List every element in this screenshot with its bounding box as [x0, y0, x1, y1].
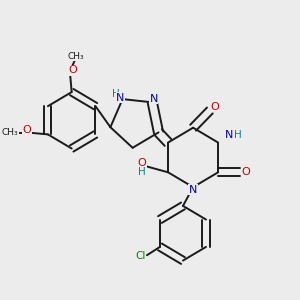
Text: O: O: [137, 158, 146, 168]
Text: H: H: [234, 130, 242, 140]
Text: N: N: [116, 93, 124, 103]
Text: H: H: [138, 167, 146, 177]
Text: Cl: Cl: [135, 251, 146, 261]
Text: H: H: [112, 89, 120, 99]
Text: CH₃: CH₃: [68, 52, 84, 61]
Text: O: O: [22, 125, 31, 135]
Text: N: N: [150, 94, 158, 104]
Text: O: O: [242, 167, 250, 177]
Text: CH₃: CH₃: [2, 128, 18, 137]
Text: N: N: [189, 184, 197, 194]
Text: O: O: [211, 102, 219, 112]
Text: O: O: [68, 65, 77, 75]
Text: N: N: [225, 130, 233, 140]
